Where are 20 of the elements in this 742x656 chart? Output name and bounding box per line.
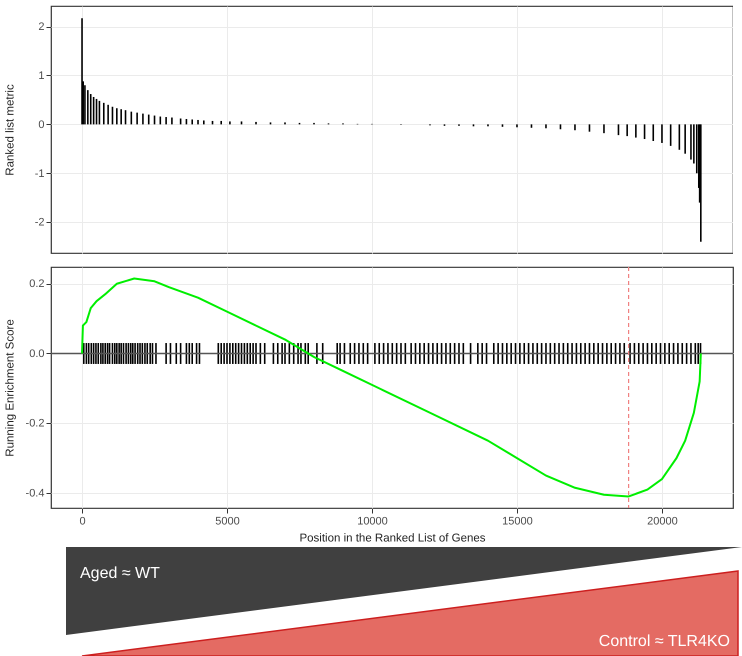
y-tick-label: 1 (38, 70, 44, 82)
y-tick-label: 0.2 (29, 278, 44, 290)
x-tick-label: 20000 (647, 516, 678, 528)
x-tick-label: 5000 (215, 516, 240, 528)
x-tick-label: 15000 (502, 516, 533, 528)
x-tick-label: 0 (79, 516, 86, 528)
y-tick-label: -0.4 (26, 488, 44, 500)
y-tick-label: -0.2 (26, 418, 44, 430)
text: Aged ≈ WT (80, 565, 160, 582)
y-tick-label: 0 (38, 118, 44, 131)
y-axis-title: Ranked list metric (4, 84, 16, 176)
y-tick-label: -2 (34, 216, 44, 229)
y-axis-title: Running Enrichment Score (4, 319, 16, 457)
y-tick-label: -1 (34, 168, 44, 180)
y-tick-label: 0.0 (29, 348, 44, 360)
line-series (81, 278, 702, 498)
x-tick-label: 10000 (357, 516, 388, 528)
text: Control ≈ TLR4KO (598, 633, 730, 650)
y-tick-label: 2 (38, 21, 44, 34)
x-axis-title: Position in the Ranked List of Genes (299, 532, 486, 544)
